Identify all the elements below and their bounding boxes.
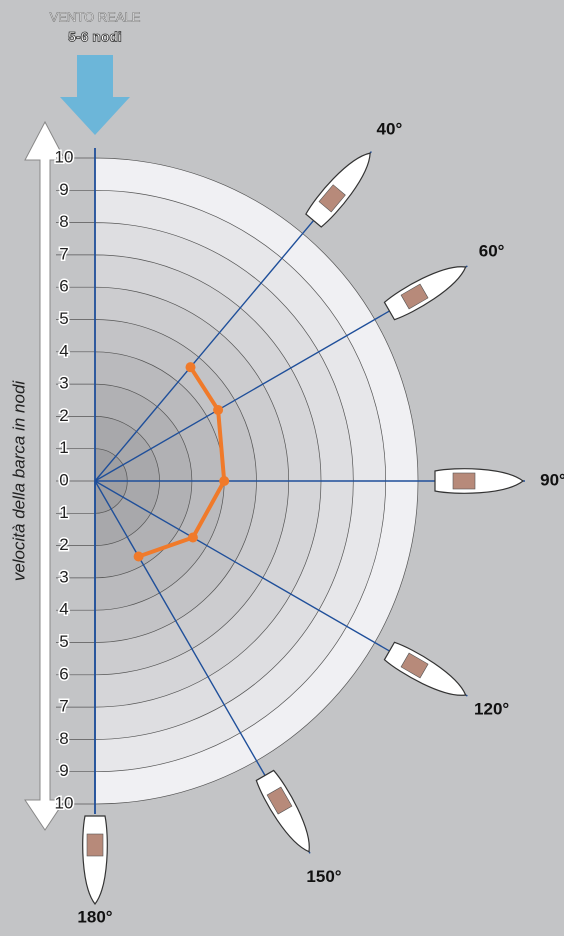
tick-label: 6	[59, 277, 68, 296]
speed-axis-arrow	[24, 120, 66, 831]
angle-label: 90°	[540, 470, 564, 489]
angle-label: 150°	[306, 867, 341, 886]
tick-label: 4	[59, 341, 68, 360]
speed-point	[213, 404, 224, 415]
boat	[434, 468, 524, 494]
tick-label: 10	[55, 793, 74, 812]
angle-label: 40°	[377, 120, 403, 139]
tick-label: 4	[59, 600, 68, 619]
speed-point	[133, 551, 144, 562]
boat	[383, 641, 467, 696]
tick-label: 2	[59, 535, 68, 554]
speed-point	[187, 532, 198, 543]
wind-arrow	[60, 55, 130, 135]
tick-label: 2	[59, 406, 68, 425]
tick-label: 9	[59, 761, 68, 780]
angle-label: 120°	[474, 699, 509, 718]
tick-label: 7	[59, 697, 68, 716]
boat	[255, 769, 310, 853]
tick-label: 0	[59, 470, 68, 489]
tick-label: 7	[59, 244, 68, 263]
crew	[86, 833, 104, 857]
speed-point	[185, 362, 196, 373]
angle-label: 60°	[479, 241, 505, 260]
tick-label: 3	[59, 567, 68, 586]
tick-label: 8	[59, 212, 68, 231]
tick-label: 8	[59, 729, 68, 748]
axis-label: velocità della barca in nodi	[9, 380, 28, 582]
chart-title: VENTO REALE	[50, 9, 141, 24]
tick-label: 5	[59, 309, 68, 328]
tick-label: 5	[59, 632, 68, 651]
boat	[82, 815, 108, 905]
tick-label: 9	[59, 180, 68, 199]
crew	[266, 786, 293, 815]
angle-label: 180°	[77, 907, 112, 926]
speed-point	[219, 476, 230, 486]
tick-label: 1	[59, 438, 68, 457]
crew	[318, 184, 346, 213]
boat	[305, 152, 371, 228]
crew	[400, 652, 429, 679]
chart-subtitle: 5-6 nodi	[68, 29, 122, 45]
boat	[383, 266, 467, 321]
crew	[452, 472, 476, 490]
tick-label: 10	[55, 147, 74, 166]
plot: 0 1 1 2 2 3 3 4 4 5 5 6 6 7 7 8 8 9 9 10 10 40° 60° 90° 120° 150°…	[53, 120, 564, 927]
tick-label: 1	[59, 503, 68, 522]
tick-label: 6	[59, 664, 68, 683]
tick-label: 3	[59, 374, 68, 393]
crew	[400, 283, 429, 310]
